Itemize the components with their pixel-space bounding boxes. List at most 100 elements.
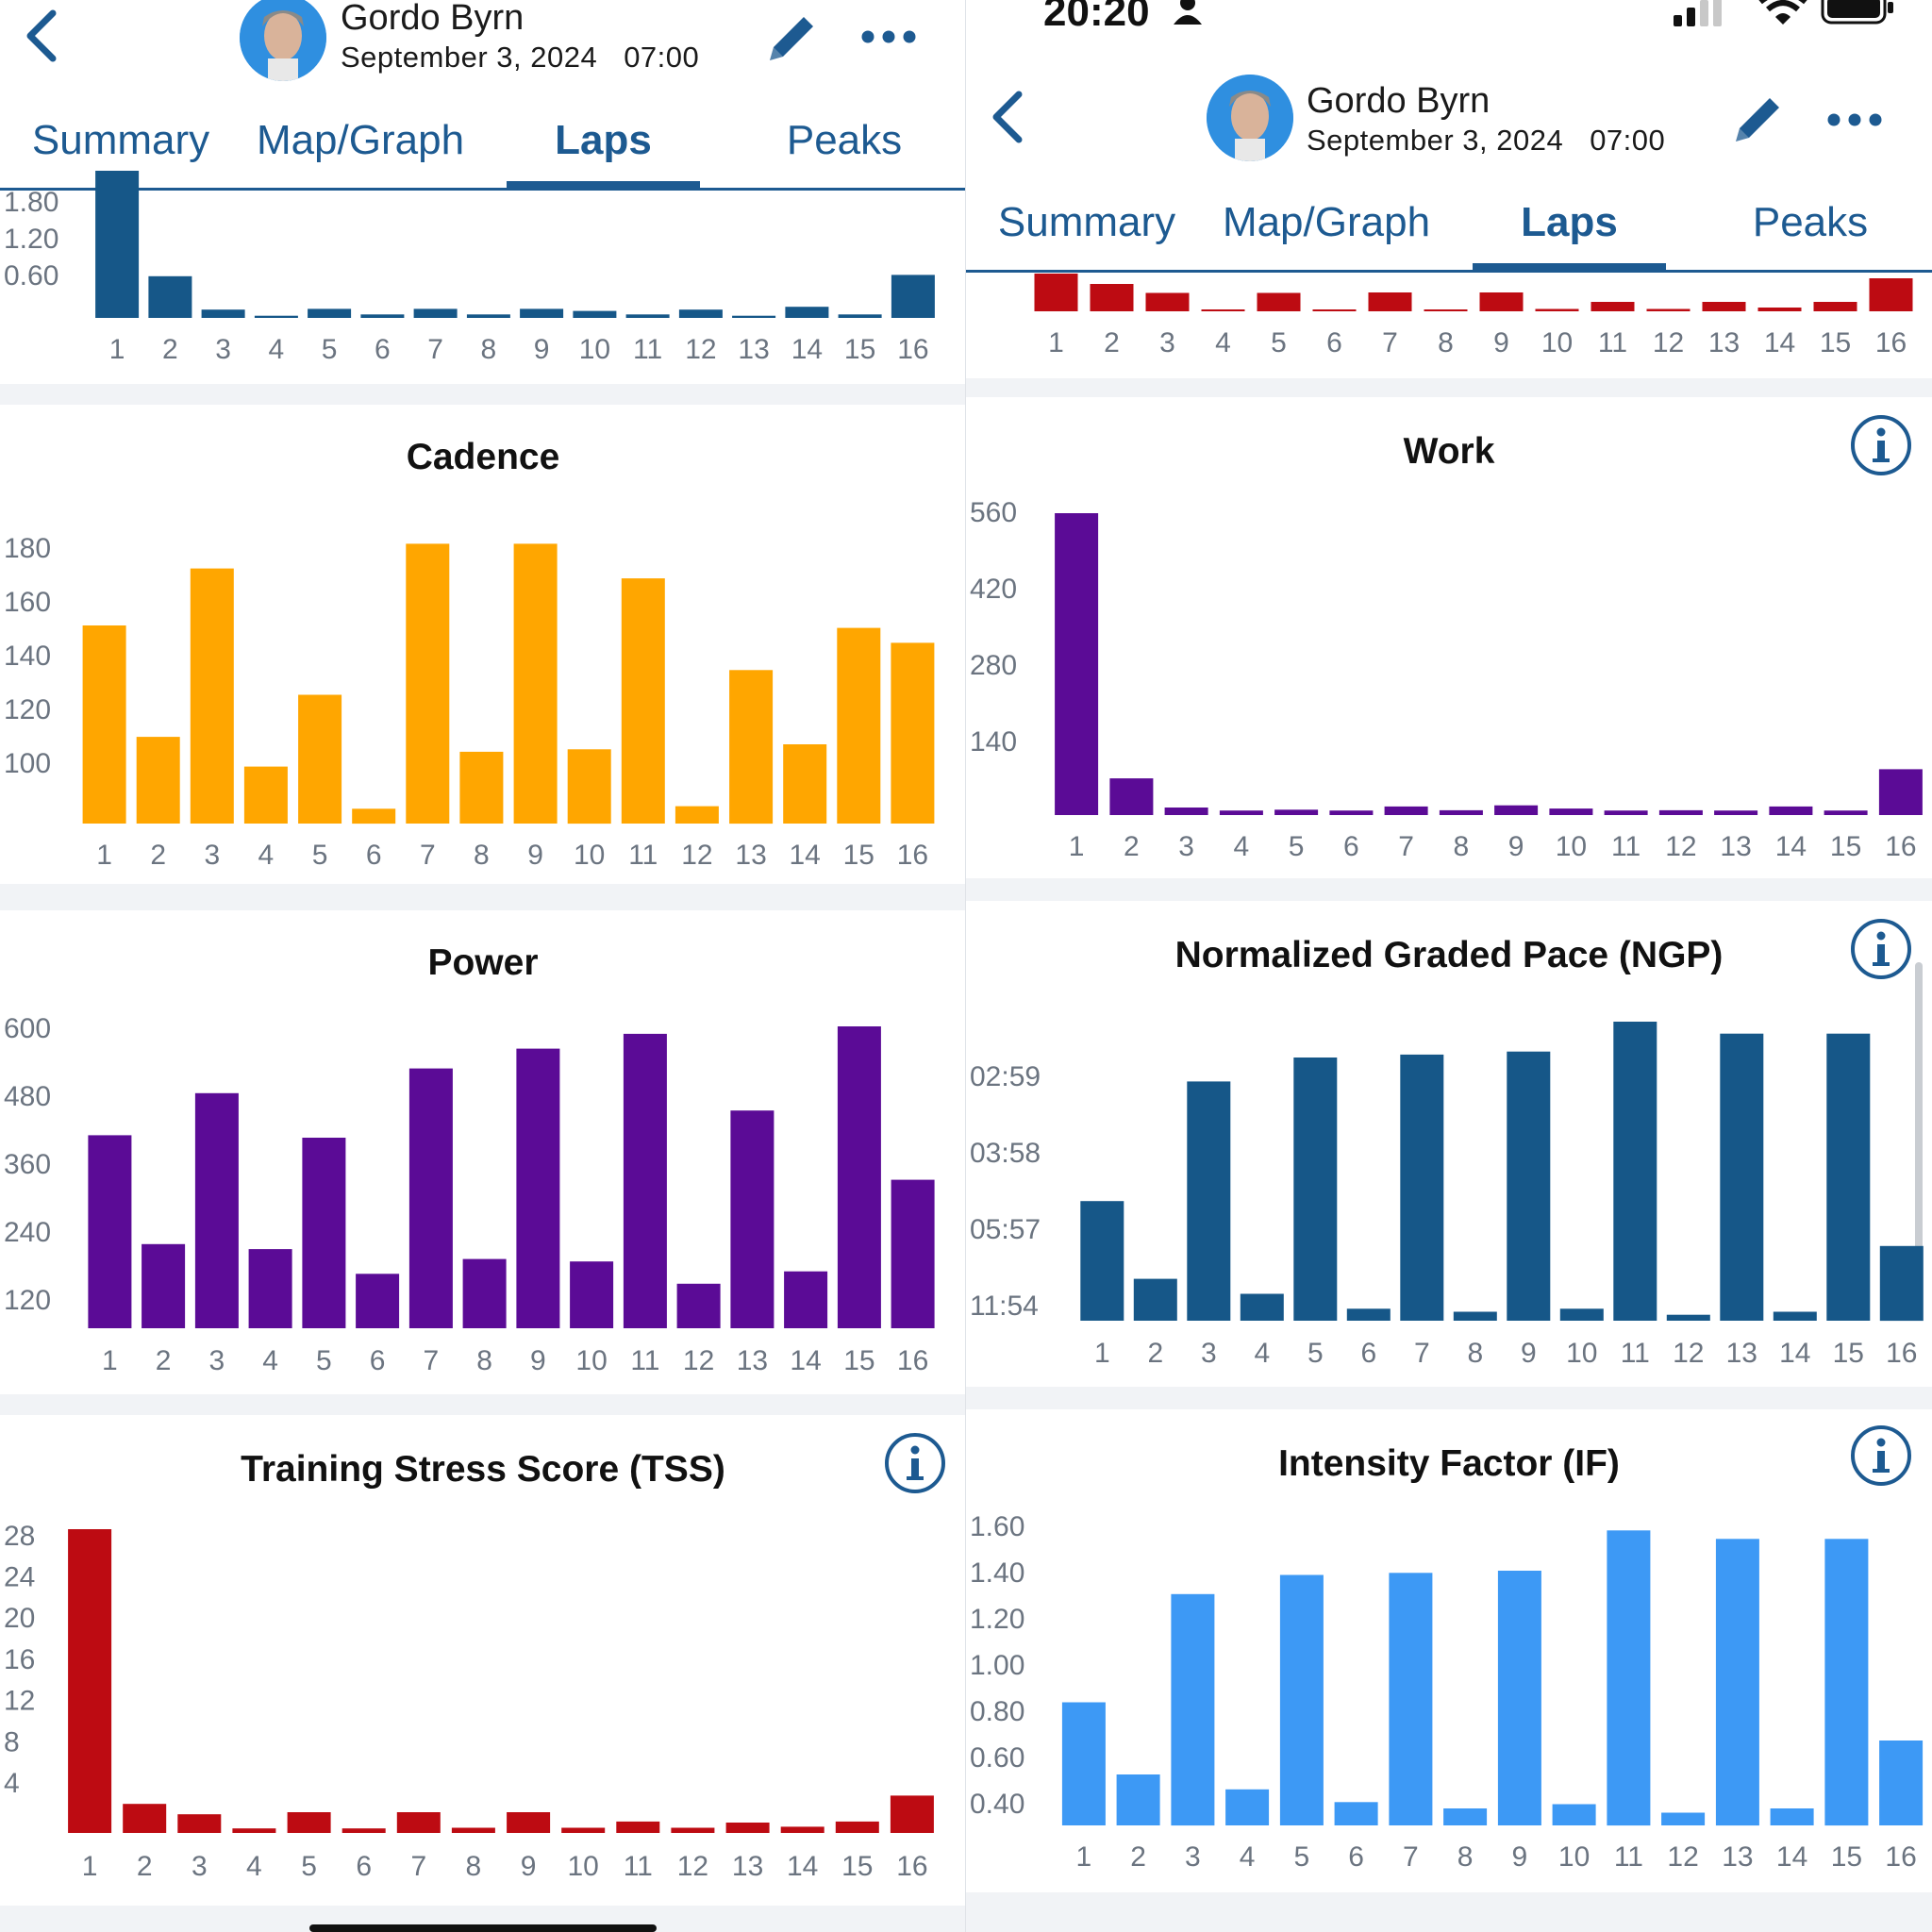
bar-power-1 xyxy=(88,1135,132,1328)
y-tick-label: 11:54 xyxy=(970,1291,1039,1322)
more-options-button[interactable] xyxy=(1824,106,1885,134)
y-tick-label: 280 xyxy=(970,650,1017,681)
x-tick-label: 15 xyxy=(1820,327,1851,358)
bar-work-13 xyxy=(1714,810,1758,815)
x-tick-label: 7 xyxy=(410,1851,426,1882)
tab-summary[interactable]: Summary xyxy=(997,199,1176,245)
bar-work-5 xyxy=(1274,809,1319,815)
y-tick-label: 05:57 xyxy=(970,1214,1041,1245)
activity-time-text: 07:00 xyxy=(1590,124,1666,157)
bar-ngp-7 xyxy=(1400,1054,1444,1321)
back-button[interactable] xyxy=(983,89,1030,145)
bar-tss-4 xyxy=(232,1828,276,1833)
x-tick-label: 5 xyxy=(1289,831,1305,862)
x-tick-label: 8 xyxy=(1438,327,1454,358)
x-tick-label: 9 xyxy=(530,1345,546,1376)
x-tick-label: 14 xyxy=(790,1345,821,1376)
if-info-button[interactable] xyxy=(1850,1424,1912,1487)
tss-info-button[interactable] xyxy=(884,1432,946,1494)
y-tick-label: 180 xyxy=(4,533,51,564)
power-chart-title: Power xyxy=(427,942,539,983)
activity-time-text: 07:00 xyxy=(624,41,700,74)
y-tick-label: 100 xyxy=(4,748,51,779)
x-tick-label: 13 xyxy=(1720,831,1751,862)
bar-work-1 xyxy=(1055,513,1099,815)
y-tick-label: 24 xyxy=(4,1562,35,1593)
home-indicator xyxy=(309,1924,657,1932)
x-tick-label: 6 xyxy=(370,1345,386,1376)
y-tick-label: 1.00 xyxy=(970,1650,1024,1681)
x-tick-label: 8 xyxy=(466,1851,482,1882)
x-tick-label: 7 xyxy=(420,840,436,871)
x-tick-label: 3 xyxy=(1178,831,1194,862)
x-tick-label: 9 xyxy=(527,840,543,871)
edit-pencil-icon xyxy=(770,17,813,60)
bar-if-11 xyxy=(1607,1530,1651,1826)
x-tick-label: 3 xyxy=(1159,327,1175,358)
x-tick-label: 4 xyxy=(246,1851,262,1882)
bar-left-top-partial-14 xyxy=(785,307,829,318)
edit-button[interactable] xyxy=(1728,91,1785,147)
bar-power-13 xyxy=(730,1110,774,1328)
tab-map-graph[interactable]: Map/Graph xyxy=(1222,199,1431,245)
x-tick-label: 11 xyxy=(633,334,662,365)
scrollbar-thumb[interactable] xyxy=(1915,962,1923,1283)
bar-power-9 xyxy=(516,1048,560,1328)
ngp-card: Normalized Graded Pace (NGP) xyxy=(966,901,1932,1387)
bar-right-top-partial-14 xyxy=(1757,308,1802,311)
tab-summary[interactable]: Summary xyxy=(31,117,210,163)
x-tick-label: 15 xyxy=(844,334,875,365)
more-options-button[interactable] xyxy=(858,23,919,51)
bar-right-top-partial-13 xyxy=(1702,302,1746,311)
bar-right-top-partial-9 xyxy=(1479,292,1524,311)
bar-ngp-11 xyxy=(1613,1022,1657,1321)
tab-peaks[interactable]: Peaks xyxy=(786,117,903,163)
x-tick-label: 16 xyxy=(1885,831,1916,862)
x-tick-label: 15 xyxy=(1833,1338,1864,1369)
bar-ngp-3 xyxy=(1187,1081,1231,1321)
bar-if-4 xyxy=(1225,1789,1270,1825)
tab-map-graph[interactable]: Map/Graph xyxy=(256,117,465,163)
y-tick-label: 16 xyxy=(4,1644,35,1675)
y-tick-label: 1.20 xyxy=(4,224,58,255)
x-tick-label: 16 xyxy=(897,334,928,365)
bar-power-4 xyxy=(248,1249,292,1328)
x-tick-label: 14 xyxy=(1775,831,1807,862)
x-tick-label: 7 xyxy=(424,1345,440,1376)
bar-ngp-9 xyxy=(1507,1051,1551,1321)
bar-right-top-partial-7 xyxy=(1368,292,1412,311)
bar-cadence-5 xyxy=(298,694,342,824)
x-tick-label: 11 xyxy=(630,1345,659,1376)
x-tick-label: 4 xyxy=(258,840,275,871)
avatar[interactable] xyxy=(1207,75,1293,161)
y-tick-label: 420 xyxy=(970,574,1017,605)
bar-if-12 xyxy=(1661,1812,1706,1825)
bar-right-top-partial-15 xyxy=(1813,302,1857,311)
x-tick-label: 8 xyxy=(481,334,497,365)
tab-peaks[interactable]: Peaks xyxy=(1752,199,1869,245)
tab-laps[interactable]: Laps xyxy=(1521,199,1618,245)
tab-laps[interactable]: Laps xyxy=(555,117,652,163)
x-tick-label: 13 xyxy=(735,840,766,871)
avatar[interactable] xyxy=(240,0,326,81)
work-info-button[interactable] xyxy=(1850,414,1912,476)
x-tick-label: 9 xyxy=(1521,1338,1537,1369)
bar-power-3 xyxy=(194,1092,239,1328)
x-tick-label: 1 xyxy=(82,1851,98,1882)
x-tick-label: 3 xyxy=(209,1345,225,1376)
active-tab-indicator xyxy=(507,181,700,191)
work-chart-title: Work xyxy=(1403,431,1495,472)
bar-tss-9 xyxy=(507,1812,551,1833)
bar-work-9 xyxy=(1494,805,1539,815)
edit-button[interactable] xyxy=(762,9,819,66)
person-icon xyxy=(1174,0,1202,25)
bar-power-16 xyxy=(891,1179,935,1328)
bar-power-6 xyxy=(356,1274,400,1328)
bar-left-top-partial-6 xyxy=(360,314,405,318)
ngp-info-button[interactable] xyxy=(1850,918,1912,980)
bar-if-1 xyxy=(1061,1702,1106,1825)
x-tick-label: 6 xyxy=(1348,1841,1364,1873)
back-button[interactable] xyxy=(17,8,64,64)
bar-left-top-partial-10 xyxy=(573,310,617,318)
